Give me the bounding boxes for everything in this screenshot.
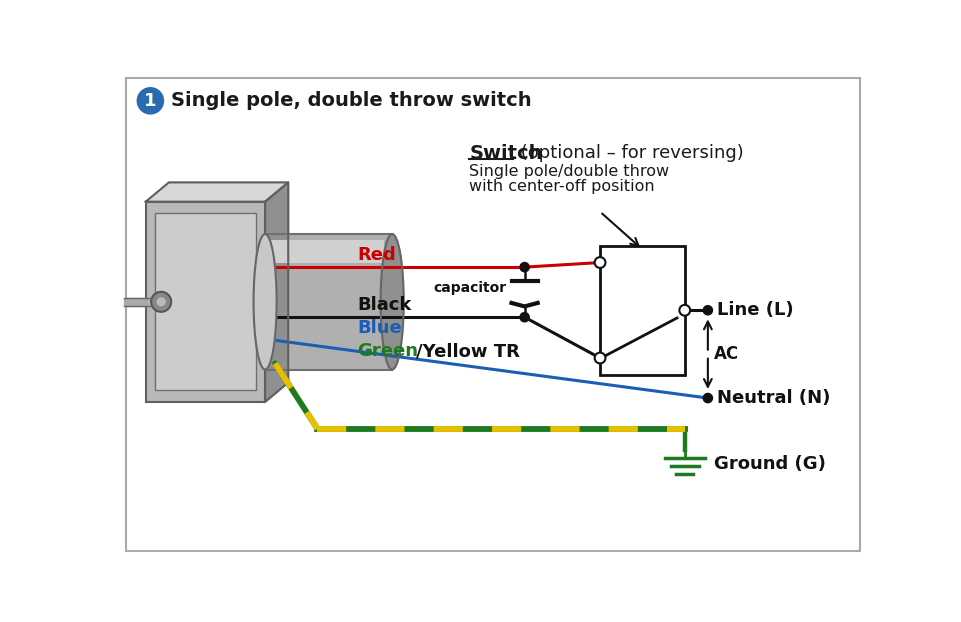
Bar [124,298,147,305]
Text: Red: Red [357,246,396,264]
Text: Black: Black [357,296,411,314]
Circle shape [702,394,712,402]
Circle shape [678,305,689,315]
Text: Neutral (N): Neutral (N) [716,389,829,407]
Circle shape [520,313,529,322]
Text: Single pole/double throw: Single pole/double throw [469,164,669,179]
Ellipse shape [254,234,277,369]
Ellipse shape [381,234,404,369]
Text: Green: Green [357,342,418,360]
Text: Switch: Switch [469,144,542,163]
Text: Ground (G): Ground (G) [713,455,825,473]
Circle shape [594,257,604,268]
Polygon shape [146,182,288,202]
Polygon shape [265,182,288,402]
Text: Line (L): Line (L) [716,301,793,319]
Circle shape [137,88,163,114]
Bar [169,182,288,383]
Bar [146,202,265,402]
Text: capacitor: capacitor [432,281,505,295]
Circle shape [520,262,529,272]
Text: (optional – for reversing): (optional – for reversing) [515,144,743,162]
Bar [600,246,684,375]
Text: /Yellow TR: /Yellow TR [415,342,519,360]
Text: with center-off position: with center-off position [469,179,654,194]
Bar [155,213,256,391]
Circle shape [158,298,165,305]
Text: AC: AC [713,345,738,363]
Bar [269,240,384,263]
Circle shape [594,353,604,363]
Text: Blue: Blue [357,319,402,337]
Text: Single pole, double throw switch: Single pole, double throw switch [171,91,531,110]
Circle shape [151,292,171,312]
Bar [265,234,392,369]
Text: 1: 1 [144,92,157,110]
Circle shape [702,305,712,315]
